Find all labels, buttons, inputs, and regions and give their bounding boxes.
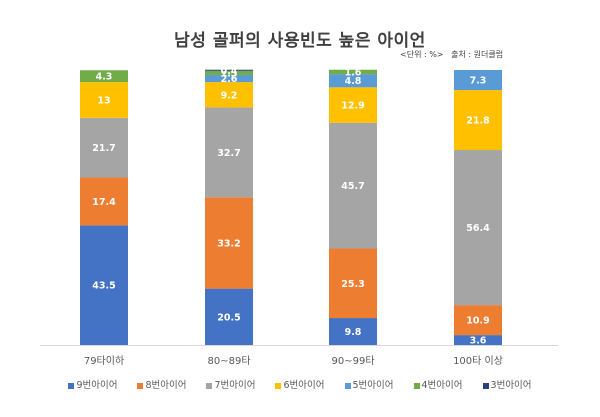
- bar-segment: [454, 150, 502, 306]
- data-label: 12.9: [341, 101, 364, 112]
- x-tick-label: 80~89타: [207, 355, 250, 367]
- bar-segment: [80, 70, 128, 83]
- x-tick-label: 90~99타: [331, 355, 374, 367]
- bar-segment: [205, 107, 253, 198]
- data-label: 9.2: [221, 90, 238, 101]
- data-label: 2.6: [221, 74, 238, 85]
- bar-segment: [205, 74, 253, 83]
- legend: 9번아이어 8번아이어 7번아이어 6번아이어 5번아이어 4번아이어 3번아이어: [0, 377, 600, 391]
- bar-segment: [329, 69, 377, 75]
- bar-segment: [80, 225, 128, 345]
- data-label: 17.4: [92, 197, 116, 208]
- legend-label: 7번아이어: [214, 380, 256, 391]
- data-label: 10.9: [466, 316, 489, 327]
- data-label: 1.5: [221, 68, 238, 79]
- legend-label: 6번아이어: [283, 380, 325, 391]
- data-label: 7.3: [470, 76, 487, 87]
- data-label: 0.4: [221, 66, 238, 77]
- legend-label: 3번아이어: [490, 380, 532, 391]
- data-label: 25.3: [341, 279, 364, 290]
- source-note: 출처 : 원더클럽: [451, 50, 504, 59]
- bar-segment: [329, 74, 377, 88]
- bar-segment: [80, 117, 128, 178]
- legend-item: 7번아이어: [206, 377, 255, 391]
- bar-segment: [454, 305, 502, 336]
- data-label: 4.8: [345, 76, 362, 87]
- bar-segment: [454, 335, 502, 345]
- legend-item: 4번아이어: [413, 377, 463, 391]
- data-label: 3.6: [470, 336, 487, 347]
- legend-swatch: [344, 382, 351, 389]
- legend-item: 5번아이어: [344, 377, 394, 391]
- bar-segment: [329, 87, 377, 123]
- legend-swatch: [275, 382, 282, 389]
- bar-segment: [205, 70, 253, 75]
- data-label: 9.8: [345, 327, 362, 338]
- unit-note: <단위 : %>: [400, 50, 444, 59]
- x-tick-label: 79타이하: [84, 354, 124, 367]
- bar-segment: [80, 177, 128, 226]
- legend-item: 9번아이어: [68, 377, 117, 391]
- data-label: 4.3: [96, 72, 113, 83]
- legend-item: 8번아이어: [137, 377, 186, 391]
- data-label: 32.7: [217, 148, 240, 159]
- data-label: 1.6: [345, 67, 362, 78]
- legend-swatch: [482, 382, 489, 389]
- data-label: 45.7: [341, 181, 364, 192]
- x-tick-label: 100타 이상: [453, 355, 503, 367]
- bar-segment: [205, 288, 253, 345]
- bar-segment: [454, 70, 502, 91]
- legend-label: 9번아이어: [76, 380, 118, 391]
- legend-label: 8번아이어: [145, 380, 187, 391]
- legend-item: 6번아이어: [275, 377, 325, 391]
- legend-swatch: [137, 382, 144, 389]
- data-label: 56.4: [466, 223, 490, 234]
- legend-swatch: [68, 382, 75, 389]
- bar-segment: [205, 197, 253, 289]
- bar-segment: [329, 248, 377, 319]
- legend-label: 5번아이어: [352, 380, 394, 391]
- bar-segment: [205, 82, 253, 108]
- unit-source-note: <단위 : %> 출처 : 원더클럽: [400, 49, 503, 60]
- legend-item: 3번아이어: [482, 377, 532, 391]
- data-label: 20.5: [217, 312, 240, 323]
- bar-segment: [454, 90, 502, 151]
- data-label: 21.7: [92, 143, 115, 154]
- legend-label: 4번아이어: [421, 380, 463, 391]
- legend-swatch: [413, 382, 420, 389]
- data-label: 21.8: [466, 116, 490, 127]
- data-label: 33.2: [217, 238, 240, 249]
- bar-segment: [80, 82, 128, 118]
- data-label: 43.5: [92, 281, 115, 292]
- data-label: 13: [97, 95, 110, 106]
- legend-swatch: [206, 382, 213, 389]
- bar-segment: [329, 122, 377, 249]
- bar-segment: [329, 318, 377, 345]
- bar-segment: [205, 69, 253, 71]
- chart-title: 남성 골퍼의 사용빈도 높은 아이언: [174, 31, 426, 51]
